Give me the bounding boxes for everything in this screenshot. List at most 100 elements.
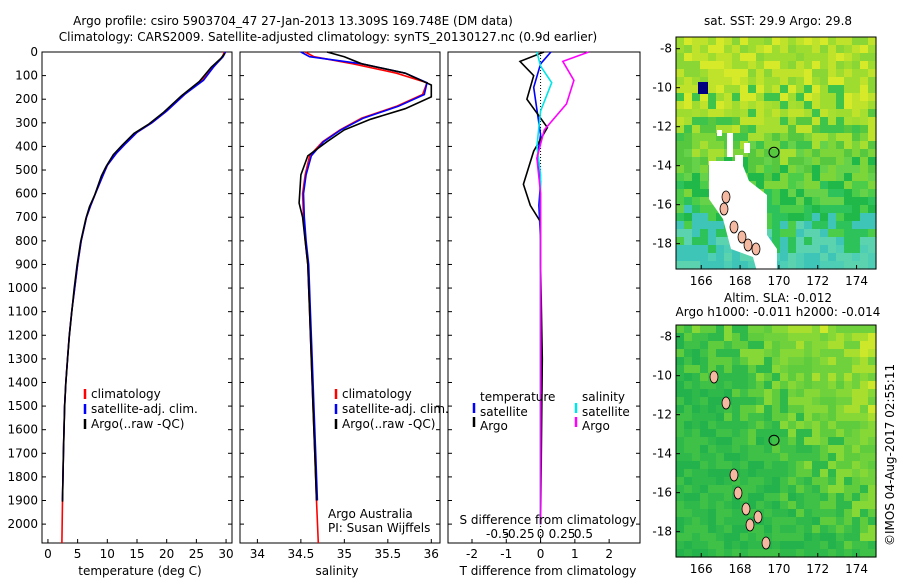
map-cell: [796, 189, 805, 198]
map-cell: [724, 85, 733, 94]
map-cell: [684, 437, 693, 446]
map-cell: [788, 445, 797, 454]
map-cell: [812, 533, 821, 542]
map-cell: [676, 525, 685, 534]
map-cell: [860, 69, 869, 78]
plot-frame: [239, 51, 441, 544]
map-cell: [836, 133, 845, 142]
map-cell: [852, 181, 861, 190]
map-cell: [844, 501, 853, 510]
map-cell: [844, 237, 853, 246]
map-cell: [716, 549, 725, 558]
map-cell: [868, 61, 877, 70]
map-cell: [780, 253, 789, 262]
map-cell: [724, 533, 733, 542]
map-cell: [852, 485, 861, 494]
map-cell: [716, 421, 725, 430]
map-cell: [852, 237, 861, 246]
map-cell: [676, 381, 685, 390]
map-cell: [812, 413, 821, 422]
map-cell: [820, 93, 829, 102]
map-cell: [716, 77, 725, 86]
x-tick-label: 170: [767, 562, 790, 576]
map-cell: [716, 69, 725, 78]
map-cell: [796, 325, 805, 334]
map-cell: [756, 173, 765, 182]
map-cell: [820, 333, 829, 342]
map-cell: [796, 413, 805, 422]
map-cell: [748, 85, 757, 94]
map-cell: [748, 437, 757, 446]
map-cell: [796, 245, 805, 254]
map-cell: [692, 365, 701, 374]
map-cell: [860, 333, 869, 342]
map-cell: [804, 205, 813, 214]
map-cell: [844, 61, 853, 70]
map-cell: [828, 197, 837, 206]
map-cell: [796, 93, 805, 102]
map-cell: [724, 525, 733, 534]
map-cell: [828, 237, 837, 246]
map-cell: [732, 37, 741, 46]
map-cell: [692, 525, 701, 534]
map-cell: [828, 45, 837, 54]
map-cell: [860, 413, 869, 422]
map-cell: [780, 61, 789, 70]
map-cell: [860, 501, 869, 510]
map-cell: [748, 501, 757, 510]
map-cell: [796, 365, 805, 374]
map-cell: [756, 165, 765, 174]
map-cell: [836, 413, 845, 422]
sla-map-title: Altim. SLA: -0.012: [724, 291, 832, 305]
map-cell: [828, 141, 837, 150]
island: [709, 370, 719, 384]
legend-s-title: salinity: [582, 390, 625, 404]
map-cell: [732, 125, 741, 134]
map-cell: [732, 421, 741, 430]
map-cell: [772, 525, 781, 534]
map-cell: [692, 501, 701, 510]
map-cell: [732, 77, 741, 86]
map-cell: [780, 37, 789, 46]
map-cell: [756, 485, 765, 494]
map-cell: [684, 253, 693, 262]
map-cell: [700, 453, 709, 462]
map-cell: [684, 45, 693, 54]
map-cell: [724, 517, 733, 526]
map-cell: [772, 533, 781, 542]
map-cell: [684, 245, 693, 254]
credit-line1: Argo Australia: [328, 507, 413, 521]
map-cell: [684, 53, 693, 62]
map-cell: [828, 229, 837, 238]
map-cell: [764, 549, 773, 558]
map-cell: [868, 237, 877, 246]
map-cell: [740, 45, 749, 54]
map-cell: [716, 101, 725, 110]
map-cell: [748, 533, 757, 542]
map-cell: [708, 101, 717, 110]
map-cell: [828, 533, 837, 542]
map-cell: [844, 93, 853, 102]
map-cell: [724, 437, 733, 446]
map-cell: [836, 125, 845, 134]
map-cell: [836, 469, 845, 478]
map-cell: [684, 501, 693, 510]
map-cell: [716, 149, 725, 158]
map-cell: [764, 181, 773, 190]
map-cell: [860, 117, 869, 126]
map-cell: [796, 405, 805, 414]
map-cell: [804, 517, 813, 526]
map-cell: [740, 461, 749, 470]
map-cell: [804, 77, 813, 86]
map-cell: [796, 509, 805, 518]
map-cell: [708, 53, 717, 62]
map-cell: [700, 133, 709, 142]
x-tick-label: 15: [129, 547, 144, 561]
y-tick-label: -16: [652, 486, 672, 500]
map-cell: [700, 237, 709, 246]
map-cell: [828, 93, 837, 102]
map-cell: [676, 485, 685, 494]
map-cell: [780, 69, 789, 78]
map-cell: [748, 357, 757, 366]
map-cell: [796, 213, 805, 222]
